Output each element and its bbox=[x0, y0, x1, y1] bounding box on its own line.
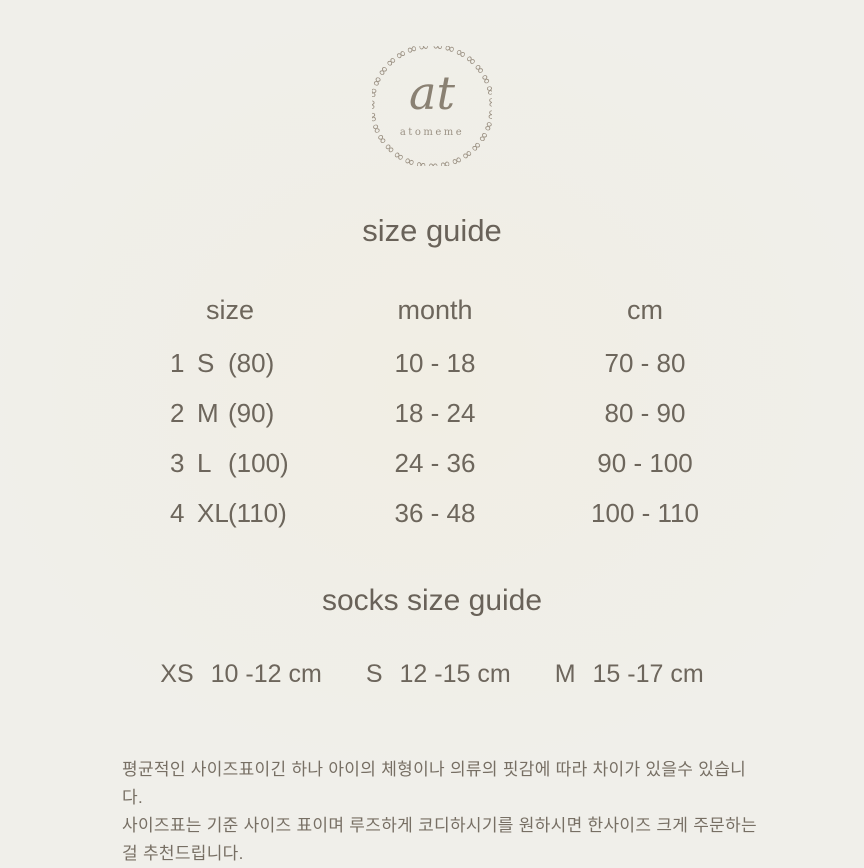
size-notes: 평균적인 사이즈표이긴 하나 아이의 체형이나 의류의 핏감에 따라 차이가 있… bbox=[122, 756, 762, 868]
socks-size-range: 12 -15 cm bbox=[399, 660, 511, 688]
row-number: 3 bbox=[170, 447, 185, 478]
column-header-size: size bbox=[205, 294, 254, 325]
socks-size-range: 15 -17 cm bbox=[592, 660, 704, 688]
cm-cell: 80 - 90 bbox=[604, 397, 686, 428]
month-cell: 10 - 18 bbox=[394, 347, 476, 378]
table-row: 2 M (90) 18 - 24 80 - 90 bbox=[140, 388, 740, 438]
socks-size-item: XS 10 -12 cm bbox=[160, 660, 322, 689]
brand-logo: ∞∞∞∞∞∞∞∞∞∞∞∞∞∞∞∞∞∞∞∞∞∞∞∞∞∞∞∞∞∞∞∞∞∞∞∞∞∞∞∞… bbox=[372, 46, 492, 166]
size-code: (100) bbox=[228, 447, 289, 478]
size-code: (90) bbox=[228, 397, 275, 428]
month-cell: 18 - 24 bbox=[394, 397, 476, 428]
size-guide-title: size guide bbox=[362, 213, 502, 248]
socks-size-item: M 15 -17 cm bbox=[555, 660, 704, 689]
size-table: size month cm 1 S (80) 10 - 18 70 - 80 2… bbox=[140, 282, 740, 538]
size-label: XL bbox=[197, 497, 229, 528]
chain-border-icon: ∞∞∞∞∞∞∞∞∞∞∞∞∞∞∞∞∞∞∞∞∞∞∞∞∞∞∞∞∞∞∞∞∞∞∞∞∞∞∞∞ bbox=[372, 46, 492, 166]
socks-size-range: 10 -12 cm bbox=[210, 660, 322, 688]
size-label: S bbox=[197, 347, 215, 378]
month-cell: 24 - 36 bbox=[394, 447, 476, 478]
month-cell: 36 - 48 bbox=[394, 497, 476, 528]
size-label: L bbox=[197, 447, 212, 478]
column-header-cm: cm bbox=[627, 294, 663, 325]
column-header-month: month bbox=[397, 294, 473, 325]
socks-size-label: XS bbox=[160, 660, 194, 688]
cm-cell: 90 - 100 bbox=[597, 447, 693, 478]
size-code: (110) bbox=[228, 497, 287, 528]
socks-size-item: S 12 -15 cm bbox=[366, 660, 511, 689]
note-line: 평균적인 사이즈표이긴 하나 아이의 체형이나 의류의 핏감에 따라 차이가 있… bbox=[122, 760, 747, 807]
size-cell: 1 S (80) bbox=[140, 348, 320, 379]
size-cell: 3 L (100) bbox=[140, 448, 320, 479]
cm-cell: 70 - 80 bbox=[604, 347, 686, 378]
size-cell: 4 XL (110) bbox=[140, 498, 320, 529]
size-table-header: size month cm bbox=[140, 282, 740, 338]
table-row: 1 S (80) 10 - 18 70 - 80 bbox=[140, 338, 740, 388]
size-cell: 2 M (90) bbox=[140, 398, 320, 429]
size-label: M bbox=[197, 397, 219, 428]
brand-logo-text: at bbox=[409, 66, 455, 120]
table-row: 4 XL (110) 36 - 48 100 - 110 bbox=[140, 488, 740, 538]
row-number: 1 bbox=[170, 347, 185, 378]
row-number: 2 bbox=[170, 397, 185, 428]
size-code: (80) bbox=[228, 347, 275, 378]
brand-logo-subtext: atomeme bbox=[399, 127, 465, 138]
row-number: 4 bbox=[170, 497, 185, 528]
note-line: 사이즈표는 기준 사이즈 표이며 루즈하게 코디하시기를 원하시면 한사이즈 크… bbox=[122, 816, 757, 863]
table-row: 3 L (100) 24 - 36 90 - 100 bbox=[140, 438, 740, 488]
socks-size-row: XS 10 -12 cm S 12 -15 cm M 15 -17 cm bbox=[0, 660, 864, 689]
cm-cell: 100 - 110 bbox=[591, 497, 699, 528]
socks-size-label: M bbox=[554, 660, 576, 688]
socks-size-guide-title: socks size guide bbox=[321, 584, 543, 617]
socks-size-label: S bbox=[365, 660, 383, 688]
